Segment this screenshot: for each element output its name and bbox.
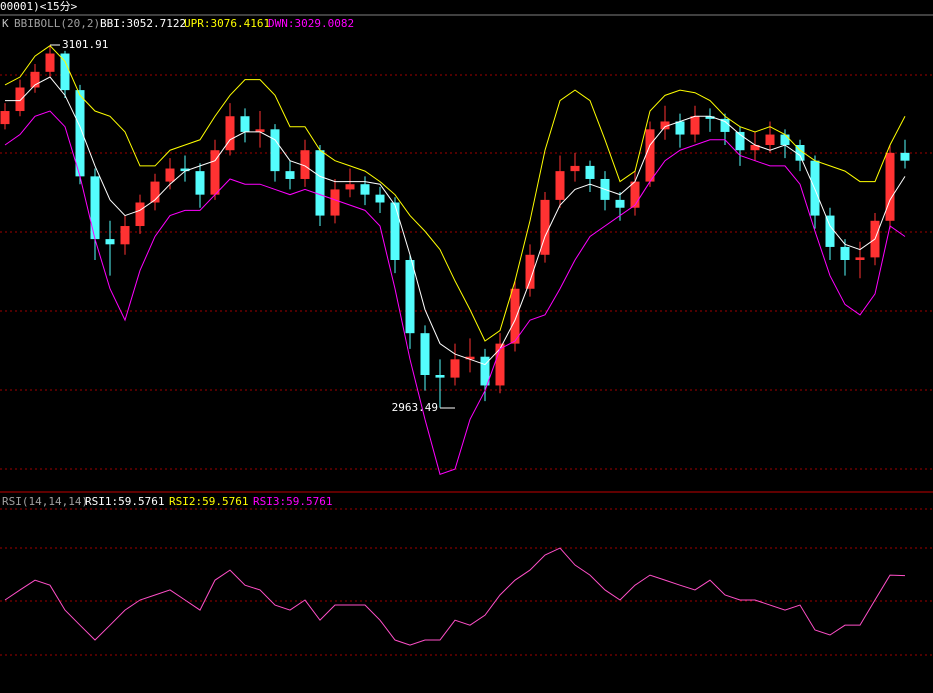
candle-body xyxy=(645,129,655,182)
candle-body xyxy=(315,150,325,216)
candle-body xyxy=(720,118,730,132)
candle-body xyxy=(555,171,565,200)
candle-body xyxy=(465,356,475,360)
candle-body xyxy=(240,116,250,132)
candle-body xyxy=(330,189,340,216)
candle-body xyxy=(360,184,370,195)
candle-body xyxy=(750,145,760,151)
candle-body xyxy=(60,53,70,91)
candle-body xyxy=(120,226,130,245)
candle-body xyxy=(435,375,445,378)
candle-body xyxy=(480,356,490,386)
candle-body xyxy=(195,171,205,195)
candle-body xyxy=(885,152,895,221)
candle-body xyxy=(30,71,40,88)
candle-body xyxy=(840,246,850,260)
candle-body xyxy=(270,129,280,172)
readout: RSI1:59.5761 xyxy=(85,495,164,508)
candle-body xyxy=(495,343,505,386)
candle-body xyxy=(165,168,175,182)
candle-body xyxy=(45,53,55,72)
candle-body xyxy=(690,116,700,135)
indicator-name: RSI(14,14,14) xyxy=(2,495,88,508)
candle-body xyxy=(585,165,595,179)
candle-body xyxy=(735,131,745,151)
candle-body xyxy=(615,199,625,208)
candle-body xyxy=(225,116,235,151)
candle-body xyxy=(15,87,25,112)
candle-body xyxy=(150,181,160,203)
candle-body xyxy=(345,184,355,190)
candle-body xyxy=(0,111,10,125)
indicator-line xyxy=(4,547,906,646)
candle-body xyxy=(180,168,190,172)
readout: DWN:3029.0082 xyxy=(268,17,354,30)
low-annotation: 2963.49 xyxy=(392,401,438,414)
candle-body xyxy=(675,121,685,135)
readout: RSI2:59.5761 xyxy=(169,495,248,508)
candle-body xyxy=(765,134,775,145)
candle-body xyxy=(75,90,85,177)
main-grid xyxy=(0,74,933,470)
indicator-line xyxy=(4,110,906,475)
high-annotation: 3101.91 xyxy=(62,38,108,51)
candle-body xyxy=(405,260,415,334)
candle-body xyxy=(570,165,580,172)
candle-body xyxy=(510,288,520,344)
indicator-label: K xyxy=(2,17,9,30)
readout: RSI3:59.5761 xyxy=(253,495,332,508)
candle-body xyxy=(795,145,805,161)
candle-body xyxy=(135,202,145,227)
candle-body xyxy=(660,121,670,130)
indicator-name: BBIBOLL(20,2) xyxy=(14,17,100,30)
indicator-line xyxy=(4,45,906,342)
candle-body xyxy=(300,150,310,179)
candle-body xyxy=(420,333,430,375)
candle-body xyxy=(450,359,460,378)
candle-body xyxy=(105,239,115,245)
candle-body xyxy=(390,202,400,260)
candle-body xyxy=(210,150,220,195)
candle-body xyxy=(855,257,865,260)
candle-body xyxy=(630,181,640,208)
readout: UPR:3076.4161 xyxy=(184,17,270,30)
window-title: 00001)<15分> xyxy=(0,0,78,13)
readout: BBI:3052.7122 xyxy=(100,17,186,30)
candle-body xyxy=(825,215,835,247)
candle-body xyxy=(540,199,550,255)
rsi-grid xyxy=(0,508,933,656)
candle-body xyxy=(525,254,535,289)
candle-body xyxy=(255,129,265,132)
candle-body xyxy=(780,134,790,145)
candle-body xyxy=(705,116,715,119)
candle-body xyxy=(285,171,295,179)
candle-body xyxy=(90,176,100,240)
candle-body xyxy=(900,152,910,161)
indicator-line xyxy=(5,76,906,366)
candle-body xyxy=(810,160,820,216)
candle-body xyxy=(375,194,385,203)
